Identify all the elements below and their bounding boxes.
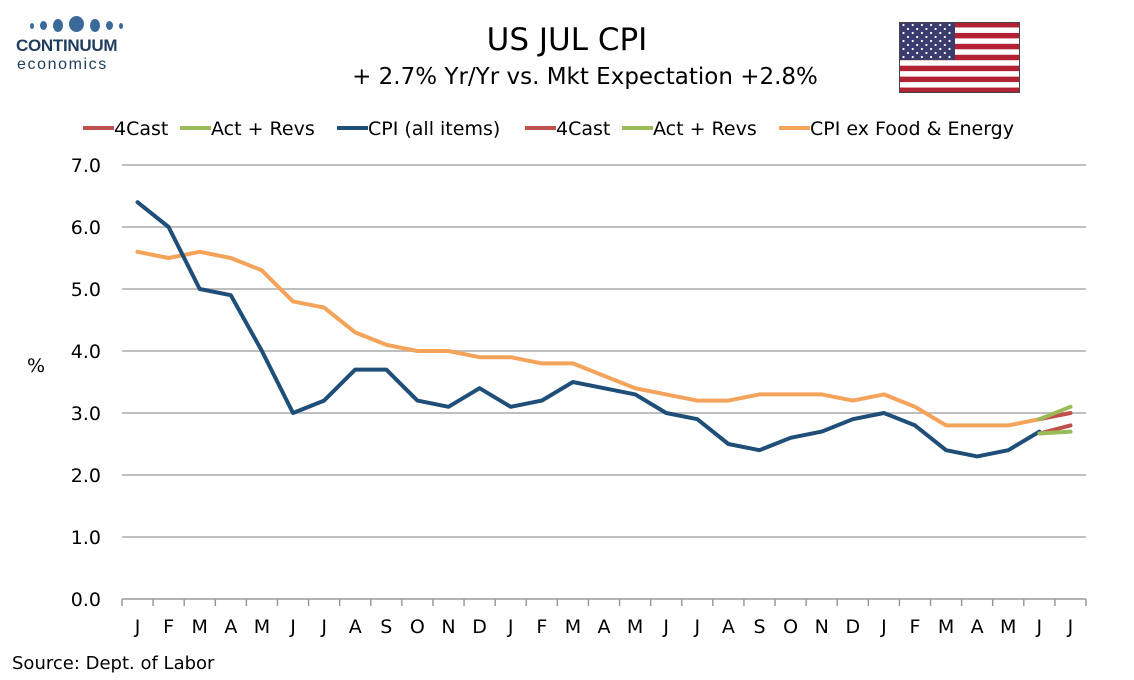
x-tick-label: A	[722, 616, 735, 638]
chart-subtitle: + 2.7% Yr/Yr vs. Mkt Expectation +2.8%	[352, 64, 818, 90]
series-line-cpi-ex-food-energy	[135, 249, 1042, 428]
x-tick-label: M	[1000, 616, 1016, 638]
x-tick-label: N	[441, 616, 455, 638]
x-tick-label: M	[192, 616, 208, 638]
x-tick-label: M	[254, 616, 270, 638]
x-tick-label: A	[598, 616, 611, 638]
x-tick-label: J	[1036, 616, 1043, 638]
y-tick-label: 3.0	[71, 403, 101, 425]
x-tick-label: A	[971, 616, 984, 638]
chart-title: US JUL CPI	[486, 22, 648, 58]
y-tick-label: 6.0	[71, 217, 101, 239]
logo-name: CONTINUUM	[16, 36, 118, 55]
source-note: Source: Dept. of Labor	[12, 653, 215, 674]
x-tick-label: M	[627, 616, 643, 638]
x-tick-label: J	[1067, 616, 1074, 638]
y-axis-label: %	[27, 355, 45, 377]
x-tick-label: J	[320, 616, 327, 638]
x-tick-label: N	[815, 616, 829, 638]
x-tick-label: D	[472, 616, 487, 638]
legend: 4Cast Act + Revs CPI (all items) 4Cast Act +…	[83, 118, 1014, 140]
x-tick-label: O	[410, 616, 425, 638]
y-tick-label: 5.0	[71, 279, 101, 301]
x-tick-label: A	[224, 616, 237, 638]
legend-label: CPI ex Food & Energy	[810, 118, 1014, 140]
continuum-logo: CONTINUUM economics	[14, 12, 134, 76]
x-tick-label: A	[349, 616, 362, 638]
legend-label: 4Cast	[556, 118, 610, 140]
x-tick-label: F	[909, 616, 920, 638]
gridlines	[122, 164, 1086, 538]
y-tick-label: 1.0	[71, 527, 101, 549]
legend-label: CPI (all items)	[368, 118, 500, 140]
x-tick-label: O	[783, 616, 798, 638]
y-tick-label: 0.0	[71, 589, 101, 611]
x-tick-label: F	[536, 616, 547, 638]
series-line-cpi-all-items	[135, 200, 1042, 459]
series-line-act-revs	[1037, 404, 1073, 422]
x-tick-label: J	[289, 616, 296, 638]
x-tick-label: J	[662, 616, 669, 638]
legend-label: Act + Revs	[653, 118, 757, 140]
y-tick-label: 2.0	[71, 465, 101, 487]
us-flag-icon	[899, 22, 1020, 93]
x-tick-label: M	[938, 616, 954, 638]
x-tick-label: J	[134, 616, 141, 638]
x-tick-label: J	[880, 616, 887, 638]
axes: 0.01.02.03.04.05.06.07.0J F M A M J J A S O N D J F M A…	[71, 155, 1087, 638]
y-tick-label: 4.0	[71, 341, 101, 363]
x-tick-label: J	[693, 616, 700, 638]
x-tick-label: S	[753, 616, 765, 638]
x-tick-label: F	[163, 616, 174, 638]
x-tick-label: M	[565, 616, 581, 638]
series-line-act-revs	[1037, 429, 1073, 436]
legend-label: Act + Revs	[211, 118, 315, 140]
y-tick-label: 7.0	[71, 155, 101, 177]
x-tick-label: D	[845, 616, 860, 638]
logo-subtitle: economics	[17, 56, 108, 73]
x-tick-label: S	[380, 616, 392, 638]
x-tick-label: J	[507, 616, 514, 638]
legend-label: 4Cast	[114, 118, 168, 140]
series-lines	[135, 200, 1073, 459]
